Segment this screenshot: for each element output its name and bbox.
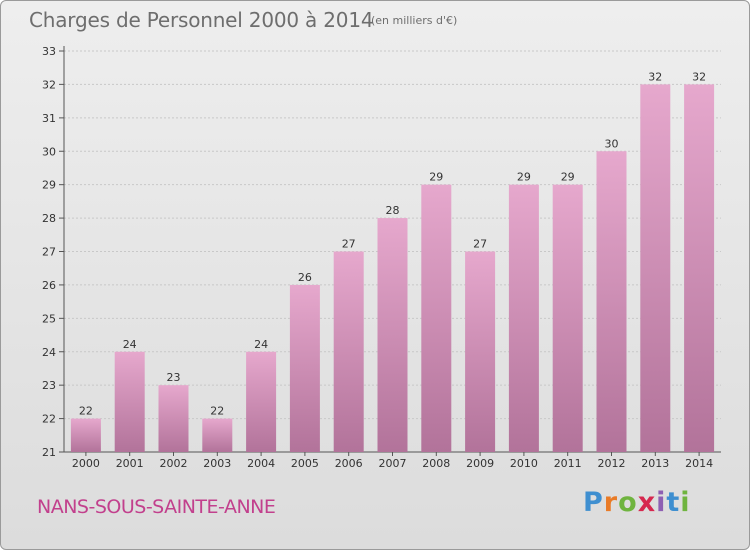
bar-value-label: 22 <box>79 405 93 418</box>
logo-letter: i <box>656 487 667 518</box>
bar <box>596 151 627 452</box>
logo-letter: i <box>680 487 691 518</box>
bar <box>246 351 277 452</box>
y-tick-label: 28 <box>42 212 56 225</box>
bar <box>202 418 233 452</box>
y-tick-label: 24 <box>42 346 56 359</box>
x-tick-label: 2000 <box>72 457 100 470</box>
logo-letter: t <box>666 487 681 518</box>
y-tick-label: 22 <box>42 413 56 426</box>
proxiti-logo[interactable]: Proxiti <box>583 487 691 518</box>
logo-letter: o <box>618 487 638 518</box>
y-tick-label: 25 <box>42 312 56 325</box>
bar-value-label: 29 <box>429 171 443 184</box>
bar-value-label: 24 <box>254 338 268 351</box>
bar <box>70 418 101 452</box>
bar <box>552 184 583 452</box>
x-tick-label: 2008 <box>422 457 450 470</box>
bar-value-label: 23 <box>167 371 181 384</box>
x-tick-label: 2007 <box>379 457 407 470</box>
chart-title: Charges de Personnel 2000 à 2014 <box>29 8 374 32</box>
bar-value-label: 24 <box>123 338 137 351</box>
x-tick-label: 2014 <box>685 457 713 470</box>
x-tick-label: 2011 <box>554 457 582 470</box>
bar <box>465 251 496 452</box>
bars <box>70 84 715 453</box>
bar-value-label: 28 <box>386 204 400 217</box>
x-tick-label: 2004 <box>247 457 275 470</box>
labels: 21 22 23 24 25 26 27 28 29 30 31 32 33 2000 22 2001 24 20… <box>42 45 713 470</box>
bar <box>640 84 671 453</box>
bar <box>289 284 320 452</box>
x-tick-label: 2003 <box>203 457 231 470</box>
bar <box>684 84 715 453</box>
bar <box>114 351 145 452</box>
bar-value-label: 29 <box>561 171 575 184</box>
logo-letter: r <box>603 487 619 518</box>
logo-letter: x <box>637 487 657 518</box>
y-tick-label: 21 <box>42 446 56 459</box>
y-tick-label: 30 <box>42 145 56 158</box>
bar <box>377 218 408 452</box>
y-tick-label: 27 <box>42 246 56 259</box>
y-tick-label: 31 <box>42 112 56 125</box>
bar-value-label: 30 <box>605 137 619 150</box>
chart-subtitle: (en milliers d'€) <box>371 14 458 27</box>
bar-value-label: 29 <box>517 171 531 184</box>
bar <box>421 184 452 452</box>
y-tick-label: 33 <box>42 45 56 58</box>
bar-value-label: 27 <box>473 238 487 251</box>
town-name: NANS-SOUS-SAINTE-ANNE <box>37 496 276 518</box>
bar-value-label: 22 <box>210 405 224 418</box>
bar-value-label: 26 <box>298 271 312 284</box>
bar-value-label: 32 <box>648 70 662 83</box>
x-tick-label: 2001 <box>116 457 144 470</box>
bar <box>508 184 539 452</box>
x-tick-label: 2012 <box>598 457 626 470</box>
x-tick-label: 2002 <box>160 457 188 470</box>
x-tick-label: 2010 <box>510 457 538 470</box>
bar <box>333 251 364 452</box>
bar-value-label: 32 <box>692 70 706 83</box>
bar-value-label: 27 <box>342 238 356 251</box>
bar <box>158 385 189 452</box>
y-tick-label: 32 <box>42 78 56 91</box>
y-tick-label: 23 <box>42 379 56 392</box>
x-tick-label: 2009 <box>466 457 494 470</box>
x-tick-label: 2006 <box>335 457 363 470</box>
y-tick-label: 29 <box>42 179 56 192</box>
x-tick-label: 2005 <box>291 457 319 470</box>
logo-letter: P <box>583 487 604 518</box>
x-tick-label: 2013 <box>641 457 669 470</box>
y-tick-label: 26 <box>42 279 56 292</box>
